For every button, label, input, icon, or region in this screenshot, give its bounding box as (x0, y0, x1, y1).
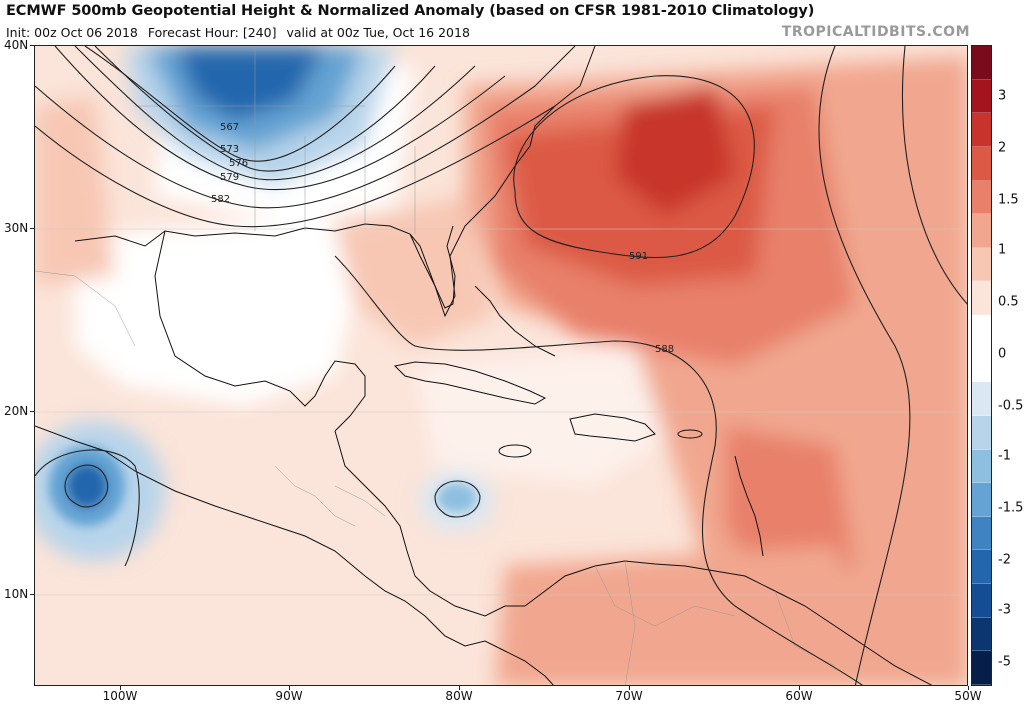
colorbar-label: -1 (998, 448, 1011, 464)
contour-label-576: 576 (229, 158, 248, 169)
colorbar-label: -2 (998, 552, 1011, 568)
forecast-hour: Forecast Hour: [240] (147, 25, 277, 40)
lat-label-30n: 30N (4, 221, 29, 235)
lat-tick (30, 228, 34, 229)
colorbar-segment (972, 550, 991, 584)
colorbar-segment (972, 315, 991, 349)
lon-label-60w: 60W (785, 689, 813, 703)
contour-labels: 567 573 576 579 582 591 588 (211, 122, 674, 355)
lon-label-100w: 100W (102, 689, 138, 703)
colorbar-label: 0.5 (998, 294, 1019, 310)
lat-label-40n: 40N (4, 38, 29, 52)
lon-tick (629, 686, 630, 690)
colorbar-segment (972, 247, 991, 282)
contour-label-573: 573 (220, 144, 239, 155)
colorbar-segment (972, 584, 991, 618)
colorbar-segment (972, 113, 991, 147)
colorbar-segment (972, 180, 991, 215)
brand-watermark: TROPICALTIDBITS.COM (781, 24, 970, 40)
coastlines (35, 46, 933, 685)
height-contours (35, 46, 967, 685)
colorbar-segment (972, 281, 991, 315)
colorbar-segment (972, 348, 991, 383)
colorbar-segment (972, 483, 991, 517)
lon-tick (799, 686, 800, 690)
lon-label-50w: 50W (954, 689, 982, 703)
lon-tick (459, 686, 460, 690)
contour-label-582: 582 (211, 194, 230, 205)
colorbar-segment (972, 651, 991, 685)
contour-label-567: 567 (220, 122, 239, 133)
valid-time: valid at 00z Tue, Oct 16 2018 (286, 25, 470, 40)
map-subtitle: Init: 00z Oct 06 2018 Forecast Hour: [24… (6, 25, 470, 40)
lat-label-20n: 20N (4, 404, 29, 418)
lon-tick (968, 686, 969, 690)
political-borders (35, 46, 836, 685)
colorbar-segment (972, 415, 991, 450)
anomaly-colorbar (971, 45, 992, 686)
map-title: ECMWF 500mb Geopotential Height & Normal… (6, 3, 815, 19)
lat-tick (30, 45, 34, 46)
colorbar-label: 1.5 (998, 192, 1019, 208)
colorbar-segment (972, 617, 991, 652)
colorbar-segment (972, 382, 991, 416)
colorbar-label: 0 (998, 346, 1007, 362)
lat-label-10n: 10N (4, 587, 29, 601)
colorbar-segment (972, 146, 991, 181)
colorbar-label: -0.5 (998, 398, 1024, 414)
anomaly-map: 567 573 576 579 582 591 588 (35, 46, 967, 685)
colorbar-segment (972, 516, 991, 551)
colorbar-label: -1.5 (998, 500, 1024, 516)
map-panel: 567 573 576 579 582 591 588 (34, 45, 968, 686)
colorbar-label: -3 (998, 602, 1011, 618)
lon-label-80w: 80W (445, 689, 473, 703)
colorbar-label: 3 (998, 88, 1007, 104)
colorbar-segment (972, 79, 991, 114)
contour-label-588: 588 (655, 344, 674, 355)
lon-tick (289, 686, 290, 690)
colorbar-segment (972, 46, 991, 80)
colorbar-segment (972, 214, 991, 248)
colorbar-label: 1 (998, 242, 1007, 258)
lat-tick (30, 411, 34, 412)
lat-tick (30, 594, 34, 595)
colorbar-label: -5 (998, 654, 1011, 670)
contour-label-591: 591 (629, 251, 648, 262)
graticule (35, 228, 967, 596)
contour-label-579: 579 (220, 172, 239, 183)
lon-tick (120, 686, 121, 690)
cold-core-shading (49, 446, 477, 526)
colorbar-label: 2 (998, 140, 1007, 156)
lon-label-90w: 90W (275, 689, 303, 703)
init-time: Init: 00z Oct 06 2018 (6, 25, 138, 40)
lon-label-70w: 70W (615, 689, 643, 703)
colorbar-segment (972, 449, 991, 484)
